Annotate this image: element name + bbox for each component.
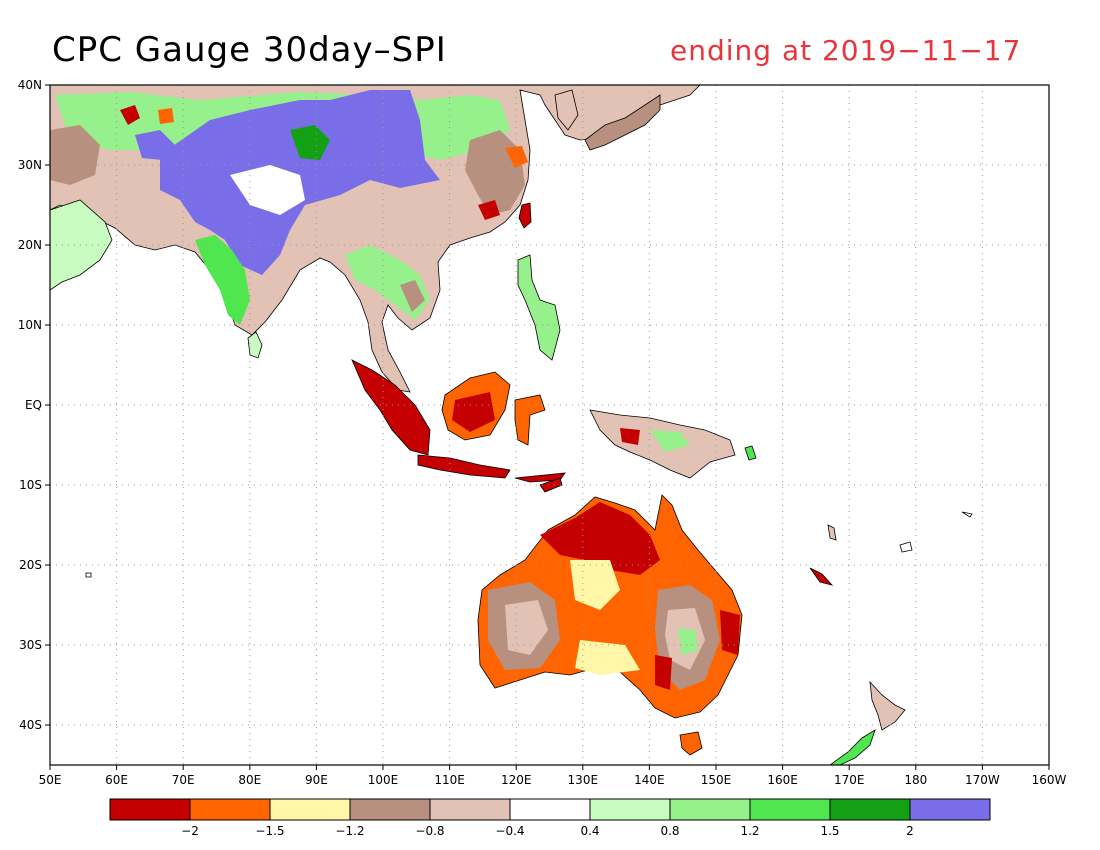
colorbar-label: 0.8	[660, 824, 679, 838]
map-subtitle: ending at 2019−11−17	[670, 34, 1022, 67]
colorbar-swatch	[269, 798, 351, 821]
colorbar-label: 2	[906, 824, 914, 838]
spi-purple-west	[135, 130, 175, 160]
lat-tick-label: 10S	[19, 478, 42, 492]
lon-tick-label: 140E	[634, 773, 665, 787]
lat-tick-label: 30N	[18, 158, 42, 172]
spi-india-green	[195, 235, 250, 325]
longitude-axis: 50E 60E 70E 80E 90E 100E 110E 120E 130E 140E 150E 1…	[39, 765, 1067, 787]
land-tasmania	[679, 731, 703, 756]
lon-tick-label: 170W	[965, 773, 1000, 787]
lat-tick-label: 30S	[19, 638, 42, 652]
lon-tick-label: 150E	[701, 773, 732, 787]
land-sumatra	[351, 359, 431, 456]
land-lesser-sunda	[514, 472, 566, 483]
spi-white-central	[230, 165, 305, 215]
lon-tick-label: 180	[904, 773, 927, 787]
lon-tick-label: 170E	[834, 773, 865, 787]
spi-red-spot2	[158, 108, 174, 124]
lat-tick-label: 10N	[18, 318, 42, 332]
lon-tick-label: 90E	[305, 773, 328, 787]
lon-tick-label: 120E	[501, 773, 532, 787]
land-new-caledonia	[809, 567, 834, 586]
colorbar-label: −0.4	[495, 824, 524, 838]
lon-tick-label: 110E	[434, 773, 465, 787]
spi-red-spot1	[120, 105, 140, 125]
colorbar-swatch	[349, 798, 431, 821]
lon-tick-label: 70E	[172, 773, 195, 787]
map-frame	[49, 84, 1050, 766]
colorbar-label: 1.5	[820, 824, 839, 838]
land-korea	[554, 89, 579, 131]
spi-aus-cream	[570, 560, 620, 610]
spi-indochina-brown	[400, 280, 425, 312]
land-japan	[584, 94, 661, 151]
colorbar-swatch	[909, 798, 991, 821]
lon-tick-label: 100E	[368, 773, 399, 787]
lat-tick-label: 20S	[19, 558, 42, 572]
lat-tick-label: 40N	[18, 78, 42, 92]
latitude-axis: 40N 30N 20N 10N EQ 10S 20S 30S 40S	[18, 78, 50, 732]
spi-brown-iran	[50, 125, 100, 185]
lon-tick-label: 80E	[238, 773, 261, 787]
lat-tick-label: 20N	[18, 238, 42, 252]
spi-aus-se-red	[655, 655, 672, 690]
colorbar-label: 1.2	[740, 824, 759, 838]
land-fiji	[899, 541, 913, 553]
land-srilanka	[247, 331, 263, 359]
colorbar-swatch	[189, 798, 271, 821]
map-title: CPC Gauge 30day–SPI	[52, 30, 447, 70]
spi-borneo-red	[452, 392, 495, 432]
lon-tick-label: 130E	[568, 773, 599, 787]
spi-aus-south-cream	[575, 640, 640, 675]
colorbar-label: −1.2	[335, 824, 364, 838]
land-nz-north	[869, 680, 906, 731]
colorbar-swatch	[509, 798, 591, 821]
colorbar-swatch	[109, 798, 191, 821]
spi-darkgreen-ne	[290, 125, 330, 160]
colorbar-label: −2	[181, 824, 199, 838]
land-mascarene	[85, 572, 92, 578]
land-sulawesi	[514, 394, 546, 446]
colorbar-label: −1.5	[255, 824, 284, 838]
colorbar-swatch	[749, 798, 831, 821]
lon-tick-label: 160E	[767, 773, 798, 787]
colorbar-label: 0.4	[580, 824, 599, 838]
lon-tick-label: 50E	[39, 773, 62, 787]
spi-colorbar: −2 −1.5 −1.2 −0.8 −0.4 0.4 0.8 1.2 1.5 2	[109, 798, 991, 838]
land-nz-south	[829, 729, 876, 765]
colorbar-swatch	[589, 798, 671, 821]
spi-ng-red	[620, 428, 640, 445]
colorbar-label: −0.8	[415, 824, 444, 838]
lat-tick-label: 40S	[19, 718, 42, 732]
lat-tick-label: EQ	[25, 398, 42, 412]
land-solomons	[744, 445, 757, 461]
colorbar-swatch	[429, 798, 511, 821]
spi-aus-green-east	[678, 628, 698, 655]
land-vanuatu	[827, 524, 837, 541]
colorbar-swatch	[669, 798, 751, 821]
land-java	[417, 454, 511, 479]
spi-aus-north-red	[540, 502, 660, 575]
spi-ng-green	[650, 430, 690, 452]
colorbar-swatch	[829, 798, 911, 821]
land-hawaii-islet	[961, 511, 973, 518]
spi-aus-east-red	[720, 610, 740, 655]
land-taiwan	[518, 202, 532, 229]
spi-field	[50, 85, 973, 765]
land-philippines	[517, 254, 561, 361]
lon-tick-label: 60E	[105, 773, 128, 787]
lon-tick-label: 160W	[1032, 773, 1067, 787]
land-timor	[539, 477, 563, 493]
spi-red-coast	[478, 200, 500, 220]
